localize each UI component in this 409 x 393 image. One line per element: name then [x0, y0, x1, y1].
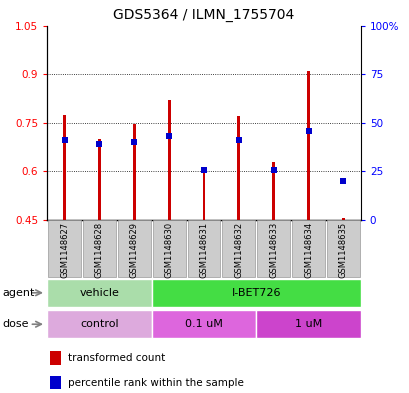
- Bar: [306, 71, 309, 220]
- Text: percentile rank within the sample: percentile rank within the sample: [67, 378, 243, 387]
- Bar: [151, 279, 360, 307]
- Text: agent: agent: [2, 288, 34, 298]
- Bar: [50, 351, 61, 365]
- Text: control: control: [80, 319, 118, 329]
- Bar: [118, 220, 150, 277]
- Text: 1 uM: 1 uM: [294, 319, 321, 329]
- Text: transformed count: transformed count: [67, 353, 164, 363]
- Text: GSM1148628: GSM1148628: [95, 222, 103, 278]
- Text: 0.1 uM: 0.1 uM: [184, 319, 222, 329]
- Bar: [151, 310, 256, 338]
- Text: GSM1148629: GSM1148629: [130, 222, 138, 278]
- Bar: [202, 168, 205, 220]
- Text: GSM1148627: GSM1148627: [60, 222, 69, 278]
- Text: GSM1148630: GSM1148630: [164, 222, 173, 278]
- Text: GSM1148635: GSM1148635: [338, 222, 347, 278]
- Bar: [237, 116, 240, 220]
- Bar: [47, 310, 151, 338]
- Bar: [256, 310, 360, 338]
- Title: GDS5364 / ILMN_1755704: GDS5364 / ILMN_1755704: [113, 8, 294, 22]
- Text: GSM1148632: GSM1148632: [234, 222, 243, 278]
- Bar: [50, 376, 61, 389]
- Bar: [153, 220, 185, 277]
- Text: dose: dose: [2, 319, 29, 329]
- Bar: [63, 115, 66, 220]
- Text: GSM1148631: GSM1148631: [199, 222, 208, 278]
- Bar: [133, 125, 135, 220]
- Bar: [187, 220, 220, 277]
- Bar: [48, 220, 81, 277]
- Bar: [83, 220, 115, 277]
- Text: I-BET726: I-BET726: [231, 288, 280, 298]
- Bar: [98, 139, 101, 220]
- Bar: [272, 162, 274, 220]
- Bar: [257, 220, 289, 277]
- Bar: [292, 220, 324, 277]
- Text: GSM1148633: GSM1148633: [269, 222, 277, 278]
- Text: GSM1148634: GSM1148634: [303, 222, 312, 278]
- Bar: [341, 219, 344, 220]
- Bar: [326, 220, 359, 277]
- Bar: [222, 220, 254, 277]
- Text: vehicle: vehicle: [79, 288, 119, 298]
- Bar: [167, 100, 170, 220]
- Bar: [47, 279, 151, 307]
